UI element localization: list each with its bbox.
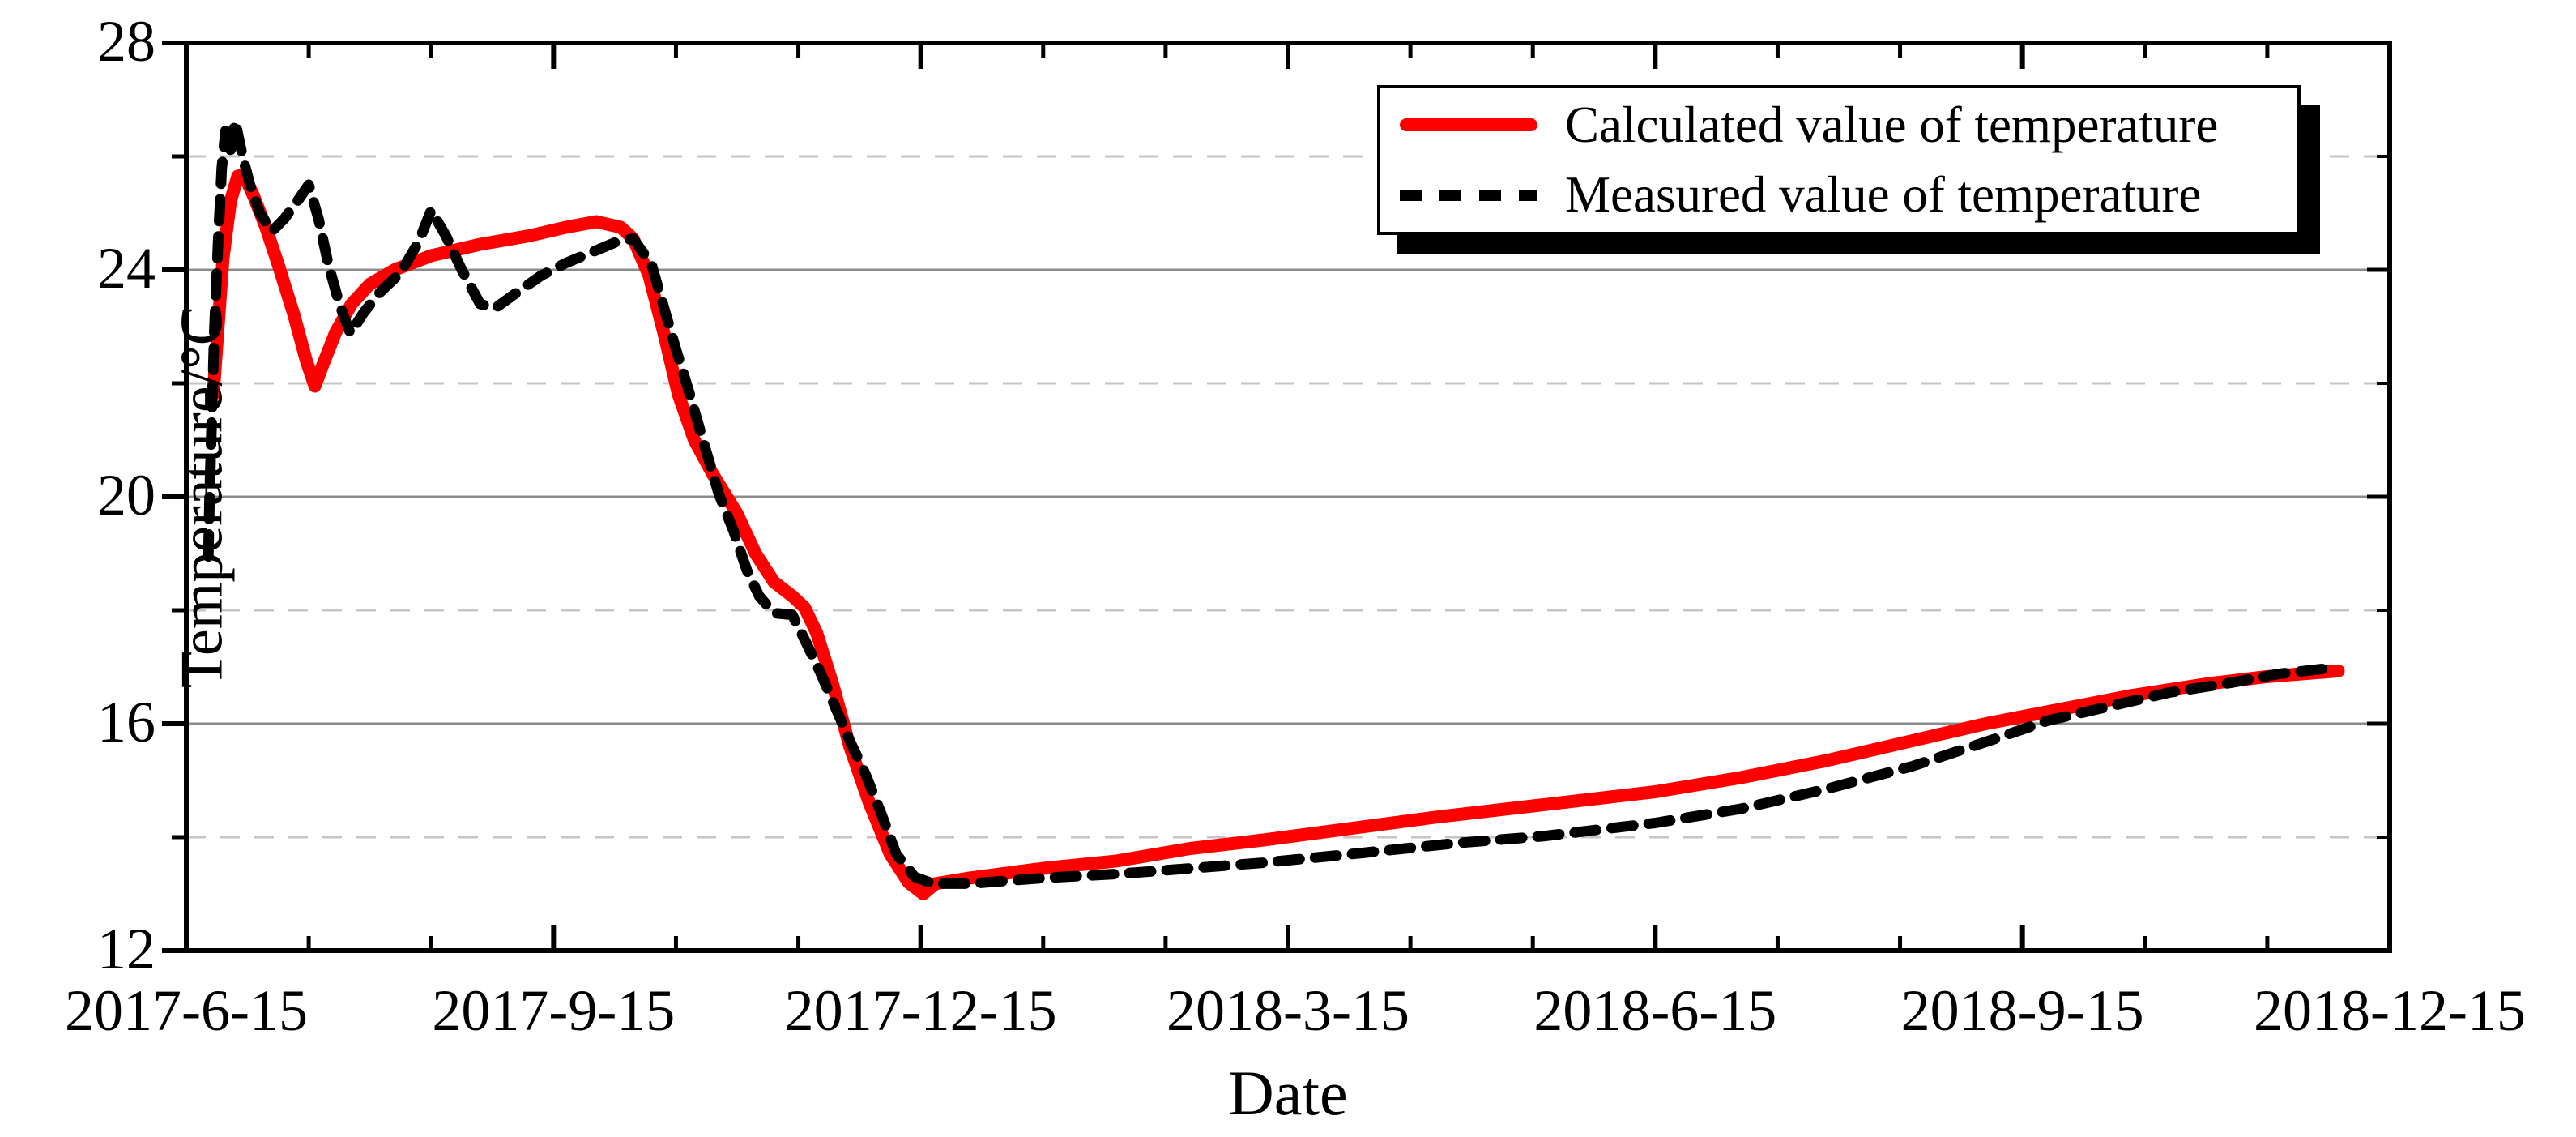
y-tick-label: 16	[97, 689, 156, 754]
y-tick-label: 20	[97, 462, 156, 528]
calculated-temperature-line	[207, 168, 2345, 900]
x-axis-title: Date	[1228, 1058, 1348, 1128]
y-axis-title: Temperature/°C	[168, 305, 236, 689]
legend-entry-calculated: Calculated value of temperature	[1380, 92, 2297, 158]
calculated-line-swatch	[1400, 118, 1537, 132]
legend-label-calculated: Calculated value of temperature	[1565, 96, 2219, 153]
x-tick-label: 2017-12-15	[784, 978, 1057, 1043]
y-tick-label: 12	[97, 916, 156, 981]
x-tick-label: 2018-6-15	[1533, 978, 1777, 1043]
gridlines	[186, 155, 2390, 839]
measured-temperature-line	[203, 116, 2331, 889]
legend-entry-measured: Measured value of temperature	[1380, 162, 2297, 229]
axis-ticks	[162, 41, 2392, 953]
measured-line-swatch	[1400, 189, 1537, 201]
x-tick-label: 2018-3-15	[1166, 978, 1410, 1043]
series-lines	[203, 116, 2345, 900]
x-tick-label: 2017-9-15	[432, 978, 676, 1043]
x-tick-label: 2017-6-15	[65, 978, 308, 1043]
x-tick-label: 2018-12-15	[2254, 978, 2526, 1043]
y-tick-label: 28	[97, 8, 156, 74]
legend-label-measured: Measured value of temperature	[1565, 166, 2202, 224]
y-tick-label: 24	[97, 235, 156, 301]
x-tick-label: 2018-9-15	[1900, 978, 2144, 1043]
legend: Calculated value of temperature Measured…	[1377, 85, 2301, 235]
